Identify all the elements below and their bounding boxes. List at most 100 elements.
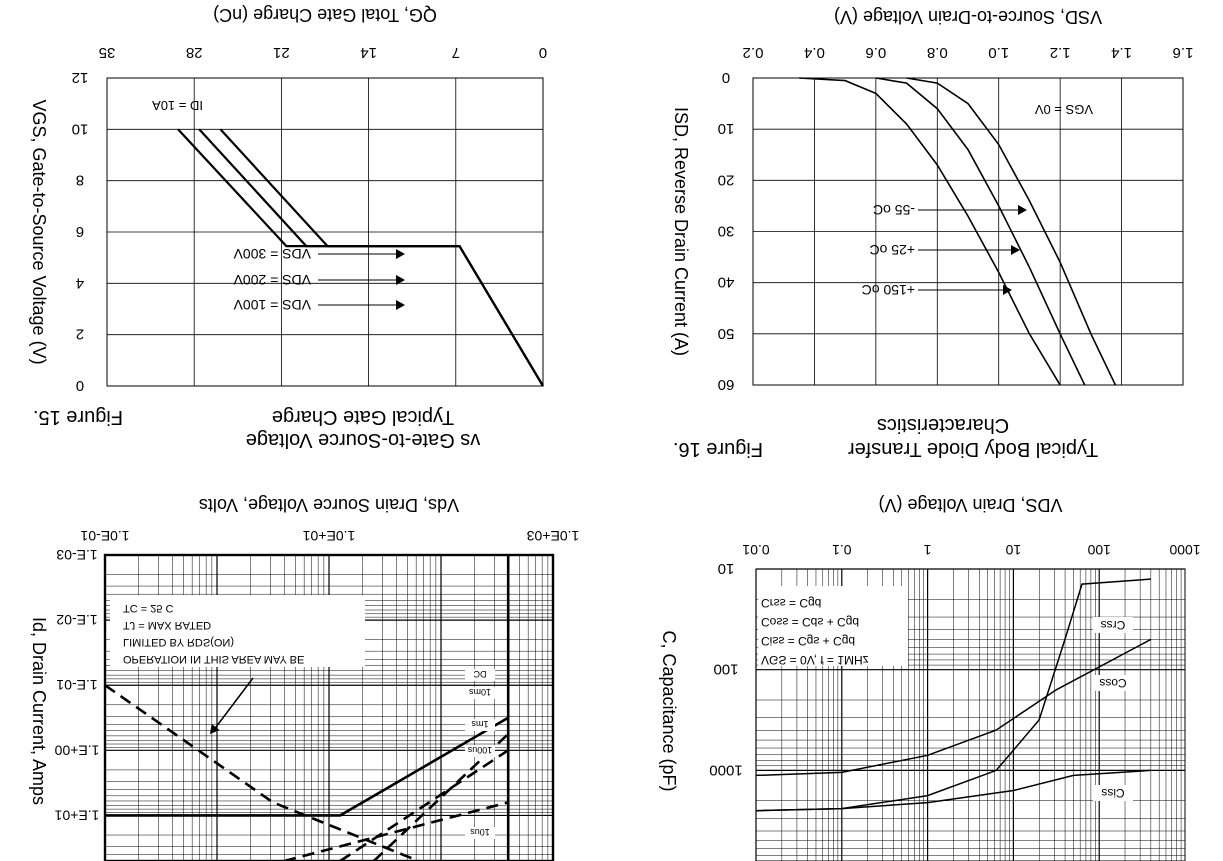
- fig15-x-axis-label: QG, Total Gate Charge (nC): [213, 5, 437, 25]
- fig15-x-tick-label: 28: [186, 44, 203, 61]
- fig18-x-tick-label: 1: [923, 542, 931, 558]
- fig16-series-line: [875, 77, 1086, 386]
- fig16-x-tick-label: 0.6: [865, 44, 886, 61]
- fig18-curve-label-bg: [1093, 785, 1133, 801]
- fig17-y-tick-label: 1.E+01: [54, 807, 99, 823]
- fig17-note-line: LIMITED BY RDS(ON): [123, 636, 234, 648]
- fig17-curve-label: 10us: [470, 827, 490, 837]
- fig16-title-line2: Characteristics: [877, 414, 1009, 436]
- fig17-y-axis-label: Id, Drain Current, Amps: [29, 617, 49, 805]
- fig15-y-axis-label: VGS, Gate-to-Source Voltage (V): [29, 99, 49, 364]
- fig18-curve-label: Crss: [1101, 618, 1126, 632]
- fig15-title-line2: vs Gate-to-Source Voltage: [246, 429, 481, 451]
- fig17-note-line: OPERATION IN THIS AREA MAY BE: [123, 653, 304, 665]
- fig15-title-line1: Typical Gate Charge: [272, 406, 454, 428]
- fig17-curve-label: 1ms: [471, 719, 489, 729]
- fig18-y-axis-label: C, Capacitance (pF): [659, 630, 679, 791]
- fig15-y-tick-label: 2: [76, 326, 84, 343]
- fig17-y-tick-label: 1.E-02: [56, 612, 97, 628]
- fig16-series-arrow: [1011, 245, 1020, 255]
- fig15-series-arrow: [396, 249, 405, 259]
- fig16-series-label: +25 oC: [869, 242, 915, 258]
- fig18-x-tick-label: 0.1: [832, 542, 852, 558]
- fig16-series-arrow: [1003, 285, 1012, 295]
- fig18-legend-line: Ciss = Cgs + Cgd: [761, 634, 855, 648]
- fig17-x-tick-label: 1.0E-01: [80, 528, 129, 544]
- fig15-series-label: VDS = 300V: [233, 246, 311, 262]
- fig16-y-tick-label: 40: [718, 274, 735, 291]
- fig16-series-label: +150 oC: [862, 282, 915, 298]
- fig17-curve-label: DC: [473, 669, 486, 679]
- fig17-curve-label: 100us: [467, 745, 492, 755]
- fig15-series-line: [177, 128, 544, 387]
- fig17-notes-box: [110, 595, 365, 667]
- fig15-series-label: VDS = 100V: [233, 297, 311, 313]
- fig18-x-tick-label: 100: [1087, 542, 1111, 558]
- fig17-series-line: [105, 716, 509, 817]
- fig18-legend-line: Crss = Cgd: [761, 596, 821, 610]
- fig16-y-tick-label: 50: [718, 325, 735, 342]
- fig15-y-tick-label: 12: [72, 69, 89, 86]
- fig17-x-tick-label: 1.0E+01: [303, 528, 356, 544]
- fig16-figure-label: Figure 16.: [673, 438, 763, 460]
- fig16-series-line: [799, 77, 1061, 386]
- fig15-series-arrow: [396, 275, 405, 285]
- fig15-x-tick-label: 35: [99, 44, 116, 61]
- fig18-x-tick-label: 0.01: [742, 542, 769, 558]
- fig18-x-tick-label: 1000: [1169, 542, 1200, 558]
- fig15-y-tick-label: 0: [76, 377, 84, 394]
- fig18-curve-label-bg: [1093, 617, 1133, 633]
- fig16-x-tick-label: 1.4: [1111, 44, 1132, 61]
- fig17-y-tick-label: 1.E-01: [56, 677, 97, 693]
- fig16-series-arrow: [1018, 205, 1027, 215]
- fig16-series-line: [906, 77, 1117, 386]
- fig16-x-tick-label: 1.6: [1173, 44, 1194, 61]
- fig16-y-axis-label: ISD, Reverse Drain Current (A): [671, 107, 691, 356]
- fig17-note-arrowhead: [210, 723, 220, 734]
- fig18-y-tick-label: 1000: [709, 761, 742, 778]
- fig17-note-line: TC = 25 C: [123, 602, 173, 614]
- fig17-curve-label-bg: [465, 827, 495, 839]
- fig17-x-axis-label: Vds, Drain Source Voltage, Volts: [199, 495, 459, 515]
- fig18-y-tick-label: 10: [718, 560, 735, 577]
- fig17-note-line: TJ = MAX RATED: [123, 619, 211, 631]
- fig15-figure-label: Figure 15.: [33, 406, 123, 428]
- fig17-curve-label-bg: [465, 687, 495, 699]
- fig17-curve-label-bg: [465, 719, 495, 731]
- fig17-series-line: [104, 684, 420, 861]
- fig15-x-tick-label: 21: [273, 44, 290, 61]
- fig17-x-tick-label: 1.0E+03: [527, 528, 580, 544]
- fig17-note-arrow: [212, 677, 254, 732]
- fig15-annotation-id: ID = 10A: [152, 98, 203, 113]
- fig18-x-tick-label: 10: [1005, 542, 1021, 558]
- fig17-series-line: [283, 801, 509, 861]
- fig18-series-line: [755, 638, 1152, 777]
- fig17-curve-label-bg: [465, 745, 495, 757]
- fig17-y-tick-label: 1.E+00: [54, 742, 99, 758]
- fig18-legend-line: Coss = Cds + Cgd: [761, 615, 859, 629]
- fig16-y-tick-label: 20: [718, 171, 735, 188]
- fig18-legend-line: VGS = 0V, f = 1MHz: [761, 653, 869, 667]
- fig16-series-label: -55 oC: [873, 202, 915, 218]
- fig15-series-label: VDS = 200V: [233, 272, 311, 288]
- fig17-curve-label: 10ms: [469, 687, 492, 697]
- fig16-y-tick-label: 60: [718, 376, 735, 393]
- fig15-y-tick-label: 6: [76, 223, 84, 240]
- fig18-series-line: [755, 578, 1151, 812]
- fig16-x-tick-label: 0.4: [804, 44, 825, 61]
- fig15-y-tick-label: 8: [76, 172, 84, 189]
- fig16-x-tick-label: 1.0: [988, 44, 1009, 61]
- fig17-series-line: [339, 749, 509, 861]
- fig16-x-tick-label: 0.2: [743, 44, 764, 61]
- fig15-x-tick-label: 0: [539, 44, 547, 61]
- fig15-series-arrow: [396, 300, 405, 310]
- fig18-legend-box: [758, 586, 908, 666]
- fig18-x-axis-label: VDS, Drain Voltage (V): [878, 495, 1062, 515]
- fig17-curve-label-bg: [465, 669, 495, 681]
- fig15-x-tick-label: 7: [452, 44, 460, 61]
- fig18-curve-label: Ciss: [1101, 786, 1124, 800]
- fig16-title-line1: Typical Body Diode Transfer: [848, 438, 1098, 460]
- fig16-annotation-vgs: VGS = 0V: [1035, 102, 1093, 117]
- fig15-y-tick-label: 10: [72, 120, 89, 137]
